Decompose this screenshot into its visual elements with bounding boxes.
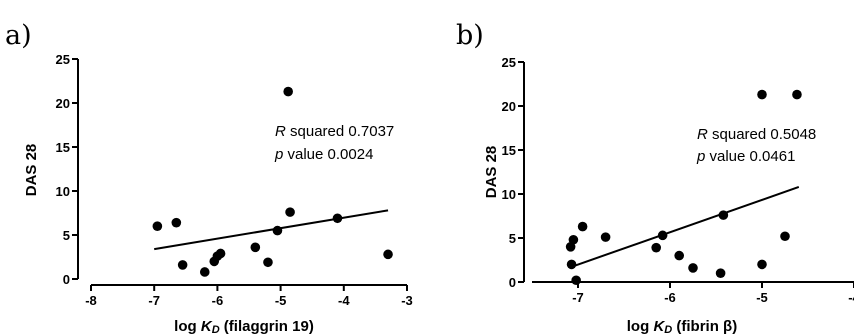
chart-a-x-tick-label: -6 — [212, 293, 224, 308]
chart-a-x-tick-label: -4 — [338, 293, 350, 308]
chart-a-y-tick-label: 20 — [56, 96, 70, 111]
chart-b-x-tick-label: -7 — [572, 290, 584, 305]
chart-b-annotation-r-squared: R squared 0.5048 — [697, 126, 816, 143]
chart-a-x-tick-label: -5 — [275, 293, 287, 308]
chart-a-data-point — [383, 249, 393, 260]
chart-a-x-title-prefix: log — [174, 318, 201, 335]
chart-b-data-point — [571, 275, 581, 286]
chart-b-data-point — [651, 242, 661, 253]
chart-a-x-title-k: K — [201, 318, 213, 335]
chart-a-y-axis-title: DAS 28 — [23, 144, 40, 197]
chart-a-x-title-sub: D — [212, 324, 220, 336]
chart-b-regression-line — [573, 186, 800, 268]
chart-b-data-point — [792, 89, 802, 100]
chart-a-data-point — [285, 207, 295, 217]
chart-a-x-tick-label: -7 — [148, 293, 160, 308]
chart-b-data-point — [568, 234, 579, 245]
panel-label-a: a) — [5, 20, 32, 51]
chart-b-axes: 0 5 10 15 20 25 -7 -6 -5 -4 — [502, 55, 854, 305]
chart-b-x-axis-title: log KD (fibrin β) — [627, 318, 737, 336]
chart-a-y-tick-label: 5 — [63, 228, 70, 243]
chart-a-data-point — [263, 257, 273, 268]
chart-a-y-tick-label: 15 — [56, 140, 70, 155]
chart-a-y-tick-label: 0 — [63, 272, 70, 287]
chart-a-data-point — [272, 225, 283, 236]
chart-b-y-axis-title: DAS 28 — [483, 146, 500, 199]
chart-b-y-tick-label: 20 — [502, 99, 516, 114]
chart-a-data-point — [283, 86, 293, 97]
chart-b-data-point — [757, 89, 767, 100]
chart-a-x-tick-label: -3 — [401, 293, 413, 308]
chart-b-data-point — [780, 231, 790, 242]
chart-b-y-tick-label: 10 — [502, 187, 516, 202]
chart-b-points — [565, 89, 802, 286]
chart-b-data-point — [757, 259, 767, 270]
chart-b-data-point — [674, 250, 684, 261]
chart-b-y-tick-label: 0 — [509, 275, 516, 290]
chart-a-x-axis-title: log KD (filaggrin 19) — [174, 318, 314, 336]
chart-a-axes: 0 5 10 15 20 25 -8 -7 -6 -5 -4 -3 — [56, 52, 413, 308]
chart-b-x-title-k: K — [653, 318, 665, 335]
chart-a-regression-line — [154, 209, 389, 251]
chart-a-y-tick-label: 10 — [56, 184, 70, 199]
chart-a-y-tick-label: 25 — [56, 52, 70, 67]
chart-panel-b: b) 0 5 10 15 20 25 -7 -6 -5 -4 DAS 28 log KD (fib… — [456, 20, 854, 336]
chart-b-x-title-sub: D — [664, 324, 672, 336]
chart-a-data-point — [171, 217, 182, 228]
chart-b-y-tick-label: 25 — [502, 55, 516, 70]
chart-b-x-tick-label: -5 — [756, 290, 768, 305]
chart-b-data-point — [600, 232, 611, 242]
chart-b-data-point — [566, 259, 577, 270]
chart-a-data-point — [177, 260, 188, 270]
chart-a-annotation-r-squared: R squared 0.7037 — [275, 123, 394, 140]
chart-b-y-tick-label: 5 — [509, 231, 516, 246]
chart-b-x-tick-label: -4 — [848, 290, 854, 305]
chart-a-data-point — [250, 242, 261, 253]
chart-panel-a: a) 0 5 10 15 20 25 -8 -7 -6 -5 -4 -3 DAS 28 log KD … — [5, 20, 413, 336]
chart-b-x-tick-label: -6 — [664, 290, 676, 305]
chart-b-data-point — [718, 210, 729, 220]
chart-b-data-point — [657, 230, 668, 241]
chart-a-data-point — [332, 213, 343, 224]
chart-a-data-point — [215, 248, 226, 259]
chart-b-data-point — [688, 263, 698, 273]
chart-b-data-point — [715, 268, 726, 279]
chart-a-points — [152, 86, 393, 277]
panel-label-b: b) — [456, 20, 484, 51]
chart-a-data-point — [199, 267, 210, 277]
chart-b-annotation-p-value: p value 0.0461 — [696, 148, 795, 165]
chart-b-x-title-prefix: log — [627, 318, 654, 335]
chart-a-data-point — [152, 221, 163, 231]
chart-b-data-point — [577, 221, 588, 232]
chart-a-x-title-suffix: (filaggrin 19) — [220, 318, 314, 335]
chart-b-y-tick-label: 15 — [502, 143, 516, 158]
chart-b-x-title-suffix: (fibrin β) — [672, 318, 737, 335]
chart-a-annotation-p-value: p value 0.0024 — [274, 146, 373, 163]
chart-a-x-tick-label: -8 — [85, 293, 97, 308]
